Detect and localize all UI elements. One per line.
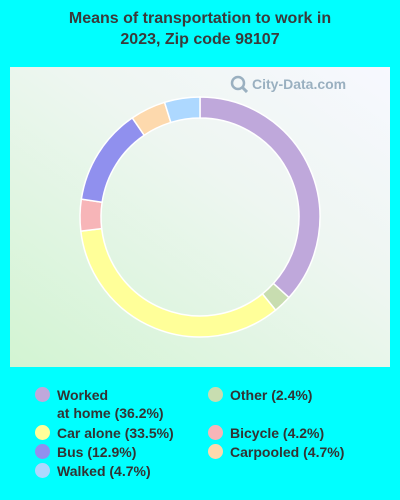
legend-item-bicycle: Bicycle (4.2%): [208, 424, 324, 442]
donut-slice-worked-at-home: [199, 96, 321, 299]
legend-label: Car alone (33.5%): [57, 425, 174, 441]
watermark: City-Data.com: [230, 74, 346, 94]
watermark-text: City-Data.com: [252, 76, 347, 92]
chart-title-text: Means of transportation to work in 2023,…: [68, 10, 332, 48]
legend-item-worked-at-home: Worked at home (36.2%): [35, 386, 164, 422]
legend-swatch: [35, 444, 50, 459]
legend-label: Walked (4.7%): [57, 463, 151, 479]
donut-slice-bus: [80, 116, 146, 204]
legend-label: Other (2.4%): [230, 387, 313, 403]
legend-item-walked: Walked (4.7%): [35, 462, 151, 480]
legend-swatch: [35, 425, 50, 440]
legend-label: Bicycle (4.2%): [230, 425, 325, 441]
legend-label: Worked at home (36.2%): [57, 387, 164, 421]
donut-slice-car-alone: [79, 227, 277, 338]
magnifier-icon: [230, 75, 248, 93]
legend-item-car-alone: Car alone (33.5%): [35, 424, 174, 442]
legend-item-other: Other (2.4%): [208, 386, 312, 404]
chart-title: Means of transportation to work in 2023,…: [0, 8, 400, 50]
legend: Worked at home (36.2%) Car alone (33.5%)…: [35, 386, 395, 496]
legend-item-bus: Bus (12.9%): [35, 443, 136, 461]
donut-slice-walked: [163, 96, 201, 124]
legend-swatch: [208, 444, 223, 459]
legend-item-carpooled: Carpooled (4.7%): [208, 443, 344, 461]
legend-swatch: [35, 463, 50, 478]
legend-swatch: [208, 425, 223, 440]
legend-swatch: [208, 387, 223, 402]
legend-label: Bus (12.9%): [57, 444, 137, 460]
legend-label: Carpooled (4.7%): [230, 444, 345, 460]
legend-swatch: [35, 387, 50, 402]
donut-slice-bicycle: [79, 198, 103, 232]
